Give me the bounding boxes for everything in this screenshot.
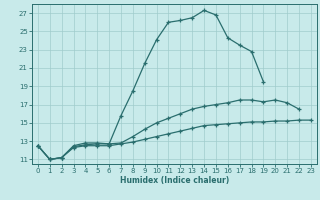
X-axis label: Humidex (Indice chaleur): Humidex (Indice chaleur) [120, 176, 229, 185]
